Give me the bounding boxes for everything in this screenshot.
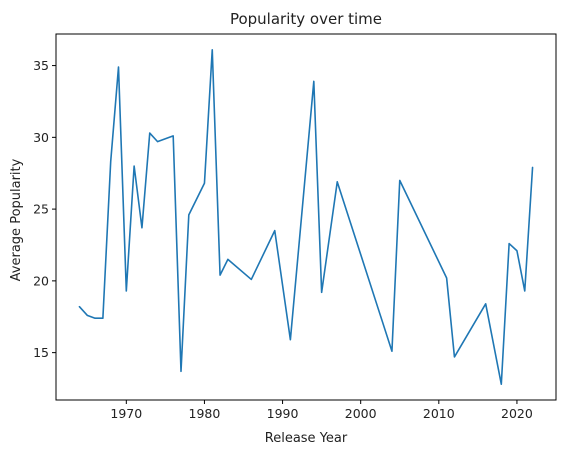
x-axis-label: Release Year <box>265 431 348 446</box>
x-tick-label: 2000 <box>345 406 377 421</box>
y-tick-label: 20 <box>33 273 49 288</box>
y-tick-label: 15 <box>33 345 49 360</box>
y-tick-label: 25 <box>33 202 49 217</box>
y-tick-label: 35 <box>33 58 49 73</box>
x-tick-label: 2020 <box>501 406 533 421</box>
x-tick-label: 1990 <box>267 406 299 421</box>
plot-area: 1970 1980 1990 2000 2010 2020 15 20 25 30 35 <box>33 33 557 421</box>
x-tick-label: 2010 <box>423 406 455 421</box>
x-tick-label: 1970 <box>110 406 142 421</box>
series-line <box>78 48 534 386</box>
y-axis-label: Average Popularity <box>9 158 24 281</box>
x-tick-label: 1980 <box>189 406 221 421</box>
plot-frame <box>55 33 557 401</box>
chart-title: Popularity over time <box>230 10 382 28</box>
y-tick-label: 30 <box>33 130 49 145</box>
